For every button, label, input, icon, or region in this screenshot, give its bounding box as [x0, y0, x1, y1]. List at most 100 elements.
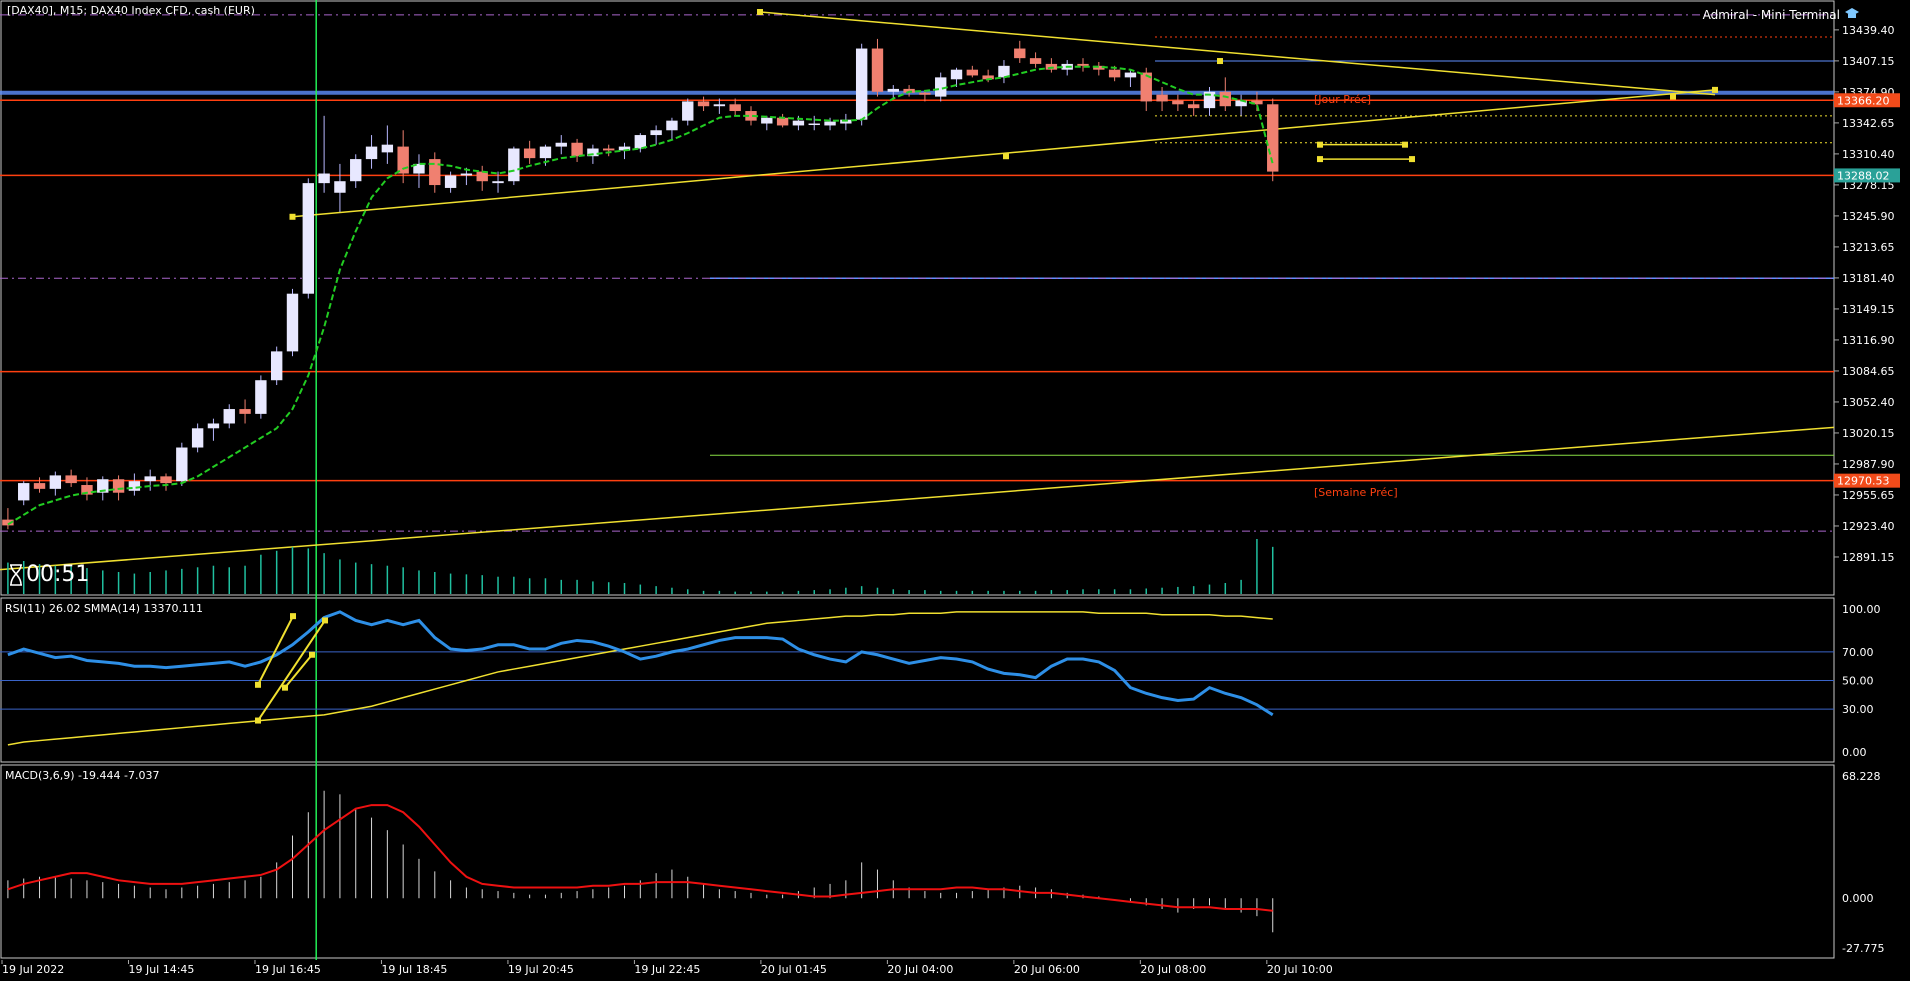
price-tick-label: 13084.65 — [1842, 365, 1895, 378]
candle-bear — [476, 171, 488, 182]
time-tick-label: 19 Jul 2022 — [2, 963, 64, 976]
candle-bear — [397, 146, 409, 174]
candle-bull — [682, 101, 694, 121]
price-tick-label: 13310.40 — [1842, 148, 1895, 161]
rsi-channel-line — [257, 615, 294, 686]
time-tick-label: 20 Jul 01:45 — [761, 963, 827, 976]
candle-bear — [603, 148, 615, 151]
time-tick-label: 19 Jul 18:45 — [381, 963, 447, 976]
candle-bear — [112, 479, 125, 493]
macd-title: MACD(3,6,9) -19.444 -7.037 — [5, 769, 160, 782]
semaine-prec-label: [Semaine Préc] — [1314, 486, 1398, 499]
price-tick-label: 13407.15 — [1842, 55, 1895, 68]
hourglass-icon — [10, 564, 22, 586]
trendline-anchor — [1317, 156, 1323, 163]
bar-timer: 00:51 — [8, 562, 89, 587]
candle-bear — [1108, 69, 1121, 78]
price-tick-label: 13020.15 — [1842, 427, 1895, 440]
rsi-tick-label: 30.00 — [1842, 703, 1874, 716]
price-tick-label: 12955.65 — [1842, 489, 1895, 502]
trendline-anchor — [255, 681, 261, 688]
candle-bull — [49, 475, 62, 489]
rsi-tick-label: 70.00 — [1842, 646, 1874, 659]
time-tick-label: 20 Jul 04:00 — [887, 963, 953, 976]
candle-bear — [81, 485, 93, 495]
candle-bear — [1219, 91, 1231, 107]
candle-bull — [587, 148, 599, 157]
price-tick-label: 13116.90 — [1842, 334, 1895, 347]
candle-bear — [697, 101, 710, 107]
candle-bear — [523, 148, 536, 159]
trendline-anchor — [322, 617, 328, 624]
candle-bull — [128, 481, 141, 491]
candle-bull — [808, 123, 820, 126]
candle-bull — [761, 117, 773, 124]
candle-bear — [1077, 63, 1089, 66]
time-tick-label: 19 Jul 22:45 — [634, 963, 700, 976]
candle-bear — [1187, 104, 1200, 109]
candle-bull — [302, 183, 314, 294]
trendline-anchor — [1712, 86, 1718, 93]
smma-line — [7, 611, 1273, 746]
panel-frame-0 — [0, 0, 1835, 596]
candle-bear — [745, 111, 757, 121]
rsi-line — [7, 610, 1274, 717]
candle-bull — [350, 159, 362, 182]
candle-bull — [176, 447, 188, 482]
candle-bull — [555, 142, 567, 147]
trendline-long — [0, 426, 1835, 571]
rsi-channel-line — [284, 654, 313, 689]
macd-tick-label: 0.000 — [1842, 892, 1874, 905]
candle-bull — [634, 135, 647, 149]
candle-bull — [492, 181, 504, 184]
candle-bear — [1014, 48, 1026, 59]
candle-bull — [539, 146, 552, 159]
candle-bull — [191, 428, 204, 448]
candle-bull — [286, 293, 299, 352]
time-tick-label: 20 Jul 08:00 — [1140, 963, 1206, 976]
candle-bull — [97, 479, 109, 493]
candle-bear — [1093, 65, 1105, 70]
price-tick-label: 13149.15 — [1842, 303, 1895, 316]
candle-bear — [776, 117, 789, 126]
trendline-resistance — [759, 11, 1716, 96]
macd-tick-label: 68.228 — [1842, 770, 1881, 783]
price-badge-box — [1834, 473, 1900, 488]
candle-bull — [998, 65, 1010, 78]
candle-bull — [1235, 100, 1247, 107]
candle-bear — [160, 476, 172, 484]
brand-label[interactable]: Admiral - Mini Terminal — [1702, 8, 1840, 22]
candle-bull — [223, 409, 235, 424]
candle-bear — [729, 104, 741, 112]
trendline-anchor — [1409, 156, 1415, 163]
candle-bear — [33, 483, 46, 489]
time-tick-label: 19 Jul 14:45 — [128, 963, 194, 976]
candle-bull — [713, 104, 726, 107]
candle-bull — [935, 77, 947, 97]
candle-bull — [618, 146, 631, 151]
price-tick-label: 13245.90 — [1842, 210, 1895, 223]
price-tick-label: 12987.90 — [1842, 458, 1895, 471]
candle-bear — [1156, 94, 1168, 102]
macd-signal-line — [7, 804, 1273, 912]
price-tick-label: 12891.15 — [1842, 551, 1895, 564]
candle-bear — [1029, 58, 1042, 64]
price-badge-box — [1834, 168, 1900, 183]
price-tick-label: 12923.40 — [1842, 520, 1895, 533]
candle-bull — [144, 476, 156, 482]
candle-bull — [207, 423, 220, 429]
candle-bull — [18, 483, 30, 501]
graduation-cap-icon[interactable] — [1844, 6, 1860, 22]
candle-bull — [460, 173, 473, 176]
candle-bear — [65, 475, 77, 484]
candle-bull — [444, 175, 457, 188]
candle-bull — [318, 173, 330, 184]
price-tick-label: 13181.40 — [1842, 272, 1895, 285]
candle-bull — [255, 380, 267, 414]
rsi-title: RSI(11) 26.02 SMMA(14) 13370.111 — [5, 602, 203, 615]
timer-text: 00:51 — [26, 562, 90, 587]
trendline-anchor — [757, 9, 763, 15]
price-tick-label: 13213.65 — [1842, 241, 1895, 254]
candle-bull — [855, 48, 868, 120]
